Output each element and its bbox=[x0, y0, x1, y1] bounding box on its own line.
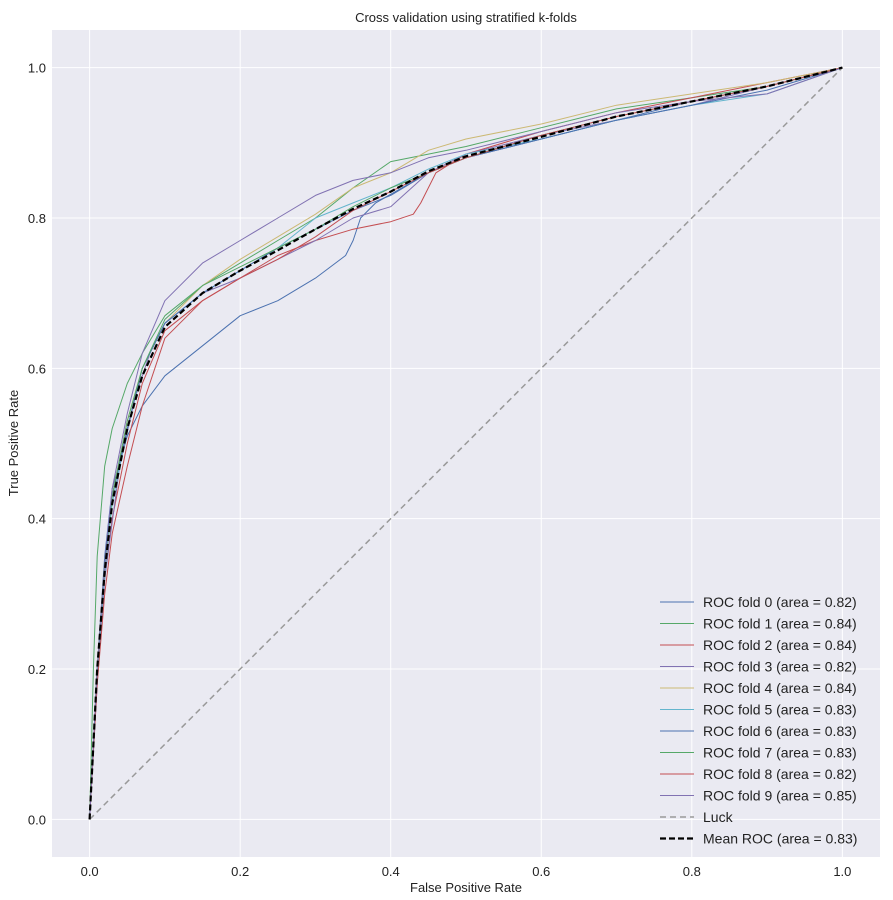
legend-label-6: ROC fold 6 (area = 0.83) bbox=[703, 723, 857, 739]
y-tick-label: 1.0 bbox=[28, 61, 46, 76]
x-tick-label: 0.4 bbox=[382, 864, 400, 879]
y-tick-label: 0.2 bbox=[28, 662, 46, 677]
legend: ROC fold 0 (area = 0.82) ROC fold 1 (area… bbox=[660, 594, 857, 847]
legend-label-7: ROC fold 7 (area = 0.83) bbox=[703, 745, 857, 761]
x-tick-label: 0.0 bbox=[81, 864, 99, 879]
series-line-9 bbox=[89, 67, 843, 820]
y-tick-label: 0.0 bbox=[28, 812, 46, 827]
x-tick-label: 0.8 bbox=[683, 864, 701, 879]
legend-label-4: ROC fold 4 (area = 0.84) bbox=[703, 680, 857, 696]
legend-label-5: ROC fold 5 (area = 0.83) bbox=[703, 702, 857, 718]
tick-labels: 0.0 0.2 0.4 0.6 0.8 1.0 0.0 0.2 0.4 0.6 0.8 1.0 bbox=[28, 61, 851, 879]
x-tick-label: 0.2 bbox=[231, 864, 249, 879]
series-line-1 bbox=[89, 67, 843, 820]
legend-label-9: ROC fold 9 (area = 0.85) bbox=[703, 788, 857, 804]
y-tick-label: 0.6 bbox=[28, 361, 46, 376]
grid bbox=[52, 30, 880, 857]
legend-label-11: Mean ROC (area = 0.83) bbox=[703, 831, 857, 847]
series-line-10 bbox=[89, 67, 843, 820]
y-tick-label: 0.4 bbox=[28, 512, 46, 527]
series-line-11 bbox=[88, 66, 843, 820]
y-axis-label: True Positive Rate bbox=[6, 390, 21, 496]
chart-title: Cross validation using stratified k-fold… bbox=[355, 10, 577, 25]
legend-label-8: ROC fold 8 (area = 0.82) bbox=[703, 766, 857, 782]
x-tick-label: 1.0 bbox=[833, 864, 851, 879]
legend-label-2: ROC fold 2 (area = 0.84) bbox=[703, 637, 857, 653]
legend-label-1: ROC fold 1 (area = 0.84) bbox=[703, 616, 857, 632]
legend-label-3: ROC fold 3 (area = 0.82) bbox=[703, 659, 857, 675]
series-layer bbox=[88, 66, 843, 820]
legend-label-0: ROC fold 0 (area = 0.82) bbox=[703, 594, 857, 610]
y-tick-label: 0.8 bbox=[28, 211, 46, 226]
x-axis-label: False Positive Rate bbox=[410, 880, 522, 895]
x-tick-label: 0.6 bbox=[532, 864, 550, 879]
legend-label-10: Luck bbox=[703, 809, 734, 825]
